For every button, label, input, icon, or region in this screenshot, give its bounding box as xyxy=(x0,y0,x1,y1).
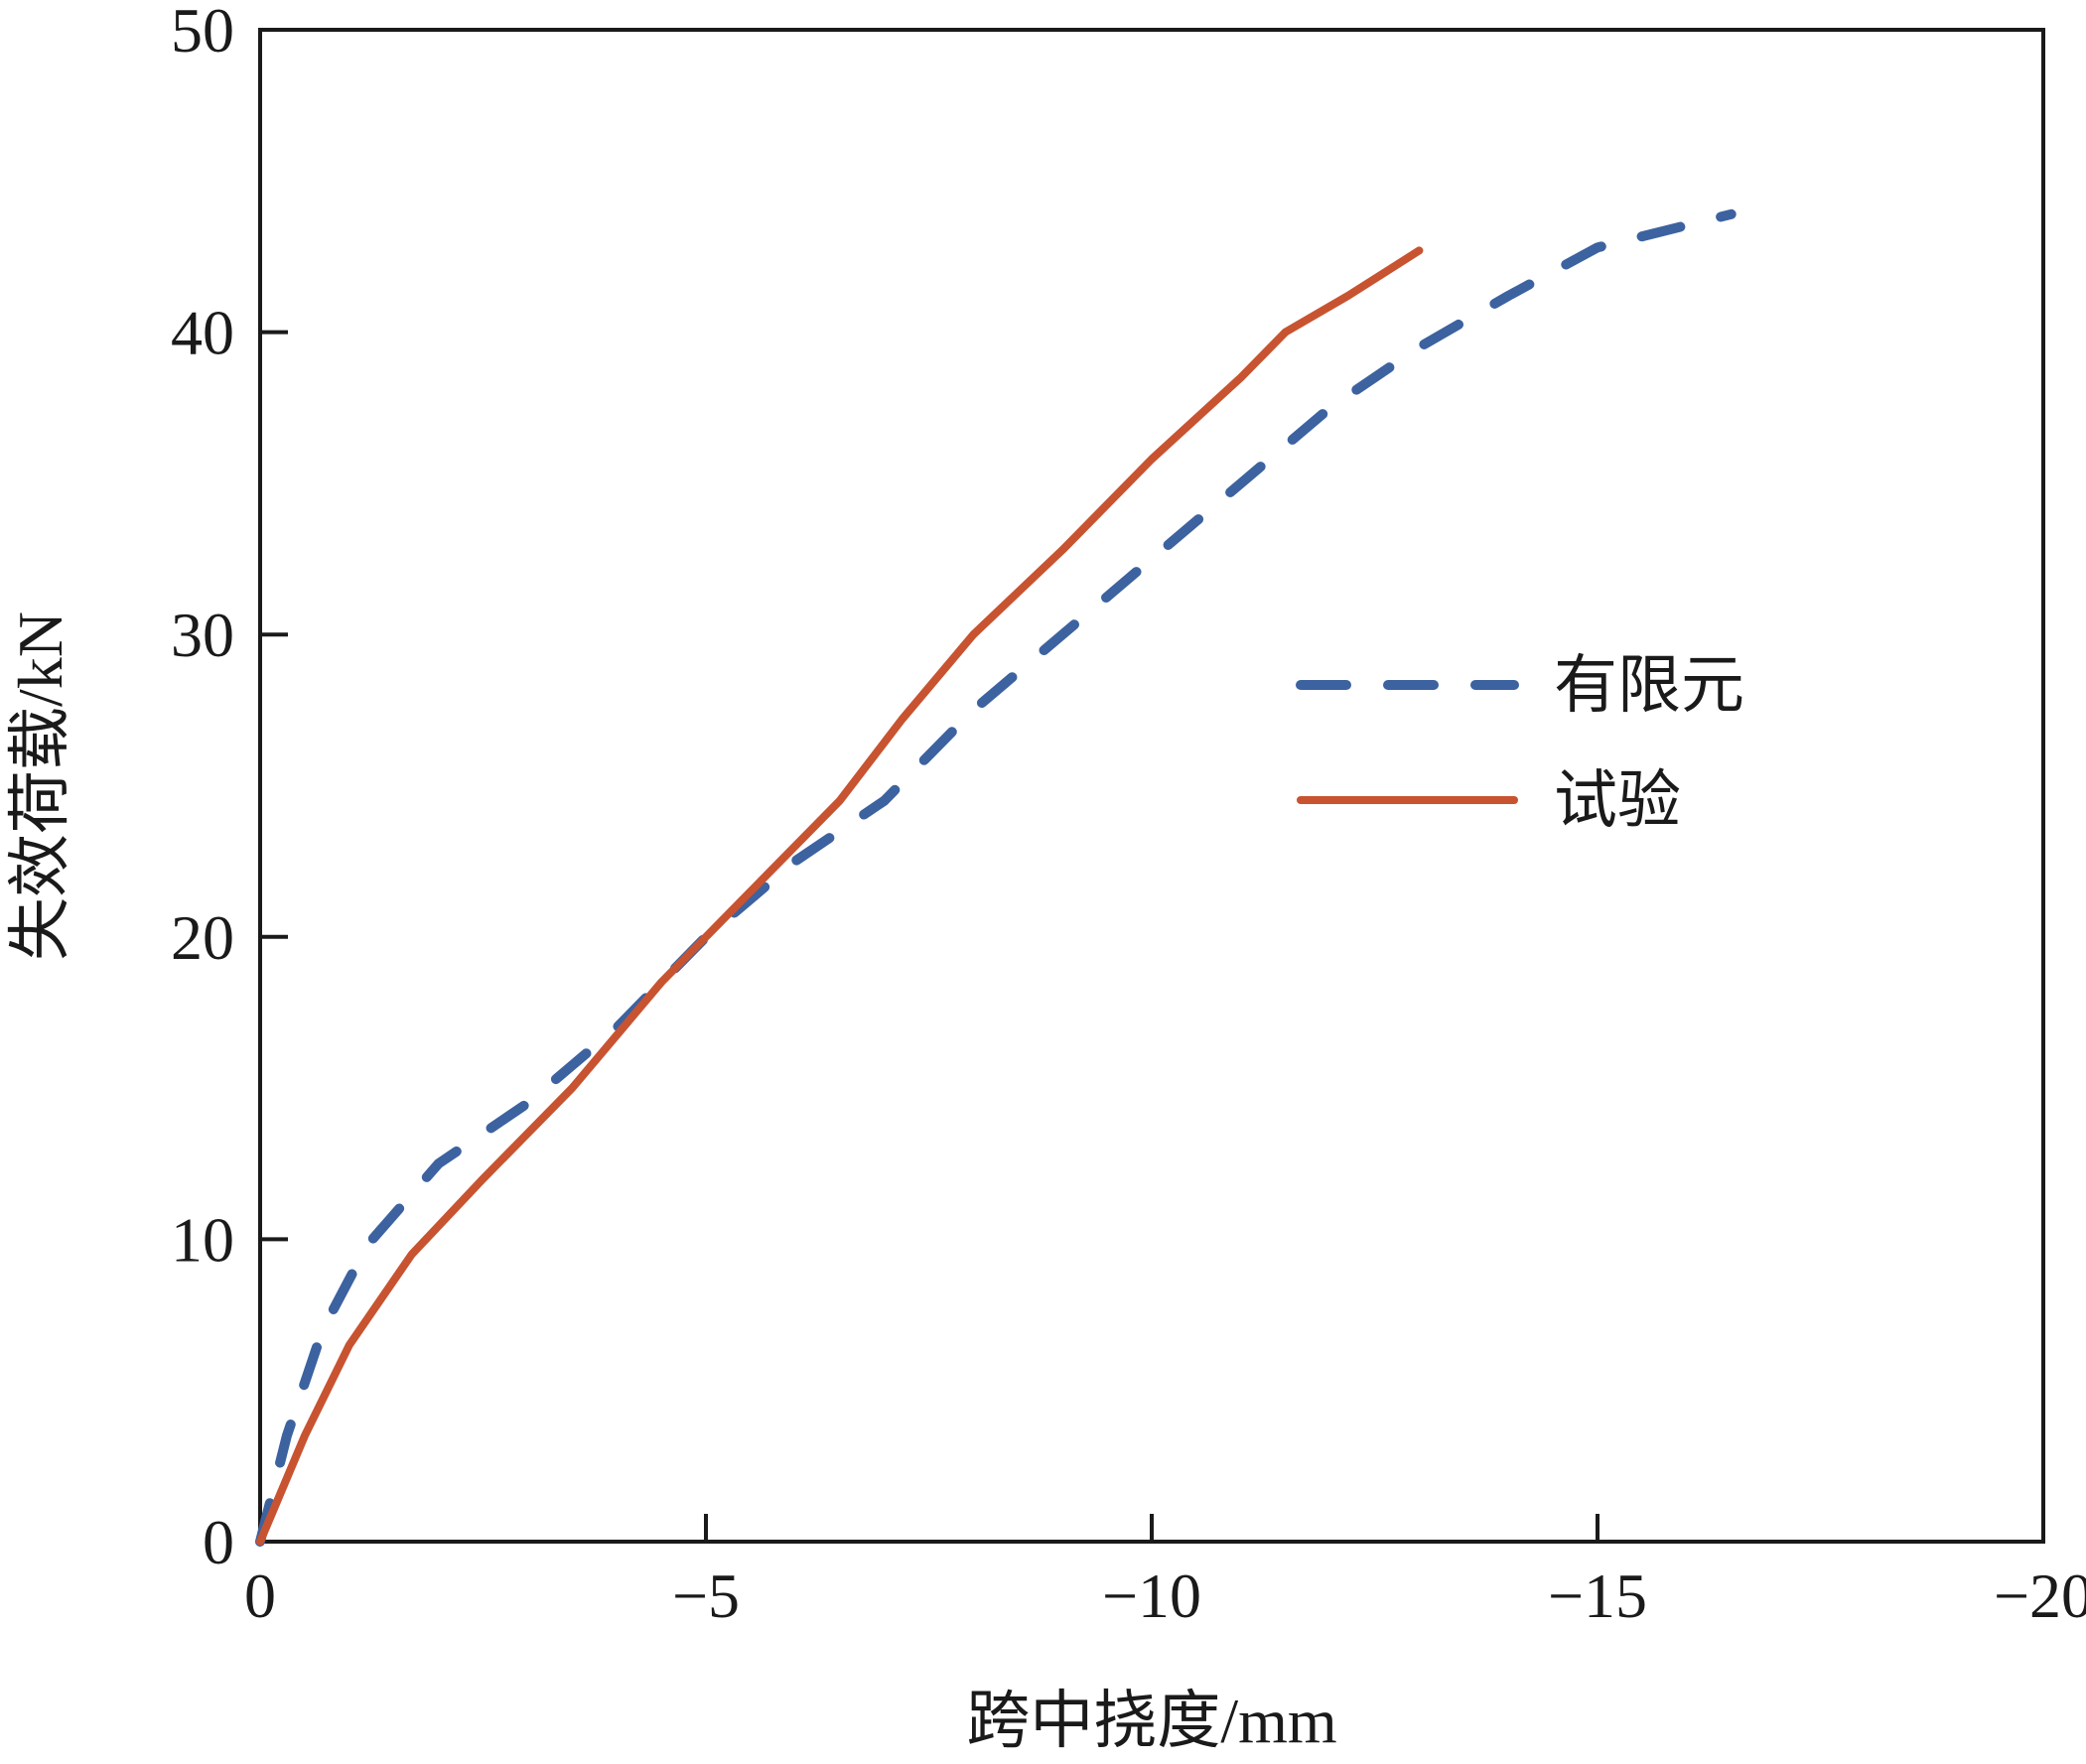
y-tick-label: 10 xyxy=(171,1204,234,1275)
series-line-test xyxy=(256,246,1424,1546)
x-tick-label: −20 xyxy=(1994,1560,2086,1631)
x-axis-title: 跨中挠度/mm xyxy=(966,1686,1336,1756)
legend-label-test: 试验 xyxy=(1554,765,1681,836)
series-line-fe xyxy=(255,208,1737,1547)
y-tick-label: 0 xyxy=(203,1507,234,1577)
y-tick-label: 30 xyxy=(171,600,234,670)
y-tick-label: 40 xyxy=(171,298,234,368)
x-tick-label: −5 xyxy=(672,1560,740,1631)
y-tick-label: 20 xyxy=(171,902,234,973)
series-layer xyxy=(255,208,1737,1547)
y-tick-label: 50 xyxy=(171,0,234,66)
ticks-layer: 0 −5 −10 −15 −20 0 10 20 30 40 50 xyxy=(171,0,2086,1631)
x-tick-label: −10 xyxy=(1102,1560,1201,1631)
x-tick-label: −15 xyxy=(1548,1560,1647,1631)
y-axis-title: 失效荷载/kN xyxy=(5,611,75,961)
legend-label-fe: 有限元 xyxy=(1554,650,1744,721)
x-tick-label: 0 xyxy=(244,1560,276,1631)
legend: 有限元 试验 xyxy=(1296,650,1744,836)
plot-frame xyxy=(258,28,2045,1544)
